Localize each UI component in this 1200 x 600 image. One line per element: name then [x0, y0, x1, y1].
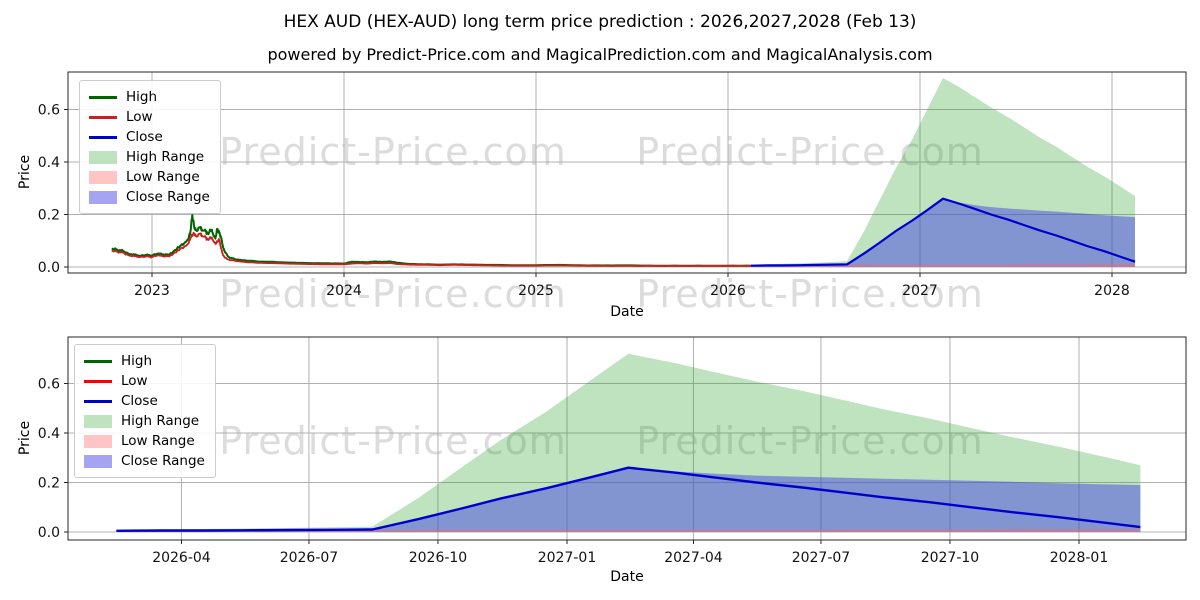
legend-item-label: Close Range — [121, 453, 205, 469]
legend-item-high: High — [84, 351, 205, 371]
legend-patch-swatch — [89, 150, 117, 164]
legend-item-label: High — [121, 353, 153, 369]
legend-line-swatch — [84, 399, 112, 403]
x-tick-label: 2027-04 — [664, 550, 723, 566]
legend-item-low-range: Low Range — [89, 167, 210, 187]
legend-item-low: Low — [89, 107, 210, 127]
legend-item-close: Close — [84, 391, 205, 411]
legend-item-label: Low Range — [126, 169, 200, 185]
plot-frame — [67, 336, 1187, 541]
x-tick-label: 2026-10 — [409, 550, 468, 566]
legend-item-label: High Range — [126, 149, 205, 165]
watermark-text: Predict-Price.com — [636, 272, 984, 316]
top-chart-x-axis-label: Date — [610, 304, 644, 320]
legend-item-label: Close Range — [126, 189, 210, 205]
legend-item-high-range: High Range — [84, 411, 205, 431]
y-tick-label: 0.6 — [38, 377, 60, 393]
legend-line-swatch — [89, 115, 117, 119]
bottom-chart-plot-area: 2026-04 2026-07 2026-10 2027-01 2027-04 2027-… — [38, 336, 1187, 566]
x-tick-label: 2026-07 — [280, 550, 339, 566]
x-tick-label: 2027-07 — [792, 550, 851, 566]
x-tick-label: 2028 — [1094, 283, 1130, 299]
legend-item-label: Low Range — [121, 433, 195, 449]
watermark-text: Predict-Price.com — [219, 272, 567, 316]
legend-line-swatch — [84, 359, 112, 363]
top-chart-y-axis-label: Price — [17, 154, 33, 190]
close-range-band — [116, 467, 1141, 532]
bottom-chart-x-axis-label: Date — [610, 569, 644, 585]
legend-item-close-range: Close Range — [89, 187, 210, 207]
x-tick-label: 2025 — [518, 283, 554, 299]
watermark-text: Predict-Price.com — [219, 130, 567, 174]
legend-patch-swatch — [89, 190, 117, 204]
watermark-text: Predict-Price.com — [636, 419, 984, 463]
legend-item-close: Close — [89, 127, 210, 147]
y-tick-label: 0.2 — [38, 476, 60, 492]
legend-item-label: Low — [126, 109, 153, 125]
y-tick-label: 0.2 — [38, 207, 60, 223]
x-tick-label: 2027-10 — [921, 550, 980, 566]
legend-item-low: Low — [84, 371, 205, 391]
legend-item-label: Low — [121, 373, 148, 389]
legend-item-close-range: Close Range — [84, 451, 205, 471]
y-tick-label: 0.4 — [38, 426, 60, 442]
legend-patch-swatch — [84, 414, 112, 428]
top-chart-plot-area: 2023 2024 2025 2026 2027 2028 0.0 0.2 0.4 0.6 — [38, 71, 1187, 299]
plot-frame — [67, 71, 1187, 274]
legend-line-swatch — [89, 95, 117, 99]
low-line — [111, 231, 751, 267]
high-range-band — [116, 353, 1141, 532]
legend-line-swatch — [89, 135, 117, 139]
x-tick-label: 2027-01 — [538, 550, 597, 566]
legend-item-label: Close — [121, 393, 158, 409]
figure-title: HEX AUD (HEX-AUD) long term price predic… — [283, 12, 917, 32]
legend-item-high-range: High Range — [89, 147, 210, 167]
y-tick-label: 0.4 — [38, 155, 60, 171]
figure-subtitle: powered by Predict-Price.com and Magical… — [267, 45, 933, 64]
legend-patch-swatch — [89, 170, 117, 184]
top-chart-legend: High Low Close High Range Low Range Close Ran… — [79, 80, 221, 214]
high-range-band — [751, 78, 1135, 267]
x-tick-label: 2023 — [134, 283, 170, 299]
bottom-chart-y-axis-label: Price — [17, 420, 33, 456]
legend-item-low-range: Low Range — [84, 431, 205, 451]
legend-patch-swatch — [84, 434, 112, 448]
x-tick-label: 2026-04 — [152, 550, 211, 566]
x-tick-label: 2028-01 — [1050, 550, 1109, 566]
x-tick-label: 2026 — [710, 283, 746, 299]
y-tick-label: 0.0 — [38, 525, 60, 541]
watermark-text: Predict-Price.com — [636, 130, 984, 174]
bottom-chart-legend: High Low Close High Range Low Range Close Ran… — [74, 344, 216, 478]
y-tick-label: 0.6 — [38, 103, 60, 119]
low-range-band — [751, 263, 1135, 267]
low-range-band — [116, 529, 1141, 532]
x-tick-label: 2027 — [902, 283, 938, 299]
y-tick-label: 0.0 — [38, 260, 60, 276]
watermark-text: Predict-Price.com — [219, 419, 567, 463]
legend-item-label: High Range — [121, 413, 200, 429]
legend-patch-swatch — [84, 454, 112, 468]
x-tick-label: 2024 — [326, 283, 362, 299]
legend-item-label: Close — [126, 129, 163, 145]
close-line — [116, 466, 1141, 532]
legend-line-swatch — [84, 379, 112, 383]
legend-item-high: High — [89, 87, 210, 107]
close-line — [750, 197, 1136, 267]
legend-item-label: High — [126, 89, 158, 105]
close-range-band — [751, 198, 1135, 267]
